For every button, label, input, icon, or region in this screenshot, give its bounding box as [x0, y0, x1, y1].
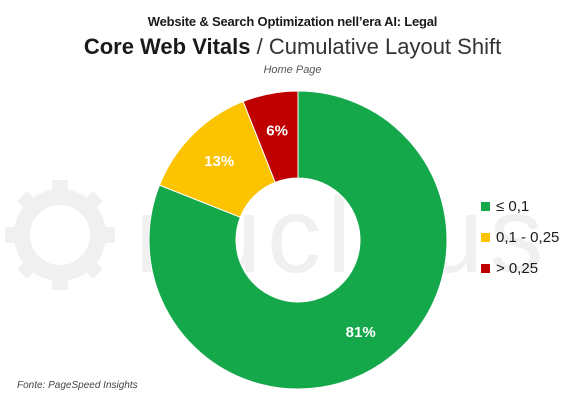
chart-title: Core Web Vitals / Cumulative Layout Shif… [0, 34, 585, 60]
chart-title-bold: Core Web Vitals [83, 34, 251, 59]
slice-label-2: 13% [204, 153, 234, 170]
slice-label-1: 81% [346, 324, 376, 341]
donut-slice-1 [148, 90, 448, 390]
legend-swatch-3 [481, 263, 490, 273]
chart-title-rest: / Cumulative Layout Shift [250, 34, 502, 59]
donut-slice-3 [242, 90, 299, 184]
legend-item-1: ≤ 0,1 [481, 196, 559, 216]
legend-item-2: 0,1 - 0,25 [481, 227, 559, 247]
legend-item-3: > 0,25 [481, 258, 559, 278]
legend-swatch-2 [481, 232, 490, 242]
source-note: Fonte: PageSpeed Insights [17, 380, 138, 391]
legend-label-3: > 0,25 [496, 259, 539, 277]
legend-label-2: 0,1 - 0,25 [496, 228, 560, 246]
chart-subtitle: Home Page [263, 64, 322, 76]
chart-supertitle: Website & Search Optimization nell’era A… [147, 14, 438, 29]
slice-label-3: 6% [266, 122, 288, 139]
gear-icon [5, 180, 115, 290]
legend-label-1: ≤ 0,1 [496, 197, 530, 215]
chart-legend: ≤ 0,1 0,1 - 0,25 > 0,25 [481, 196, 559, 289]
legend-swatch-1 [481, 201, 490, 211]
